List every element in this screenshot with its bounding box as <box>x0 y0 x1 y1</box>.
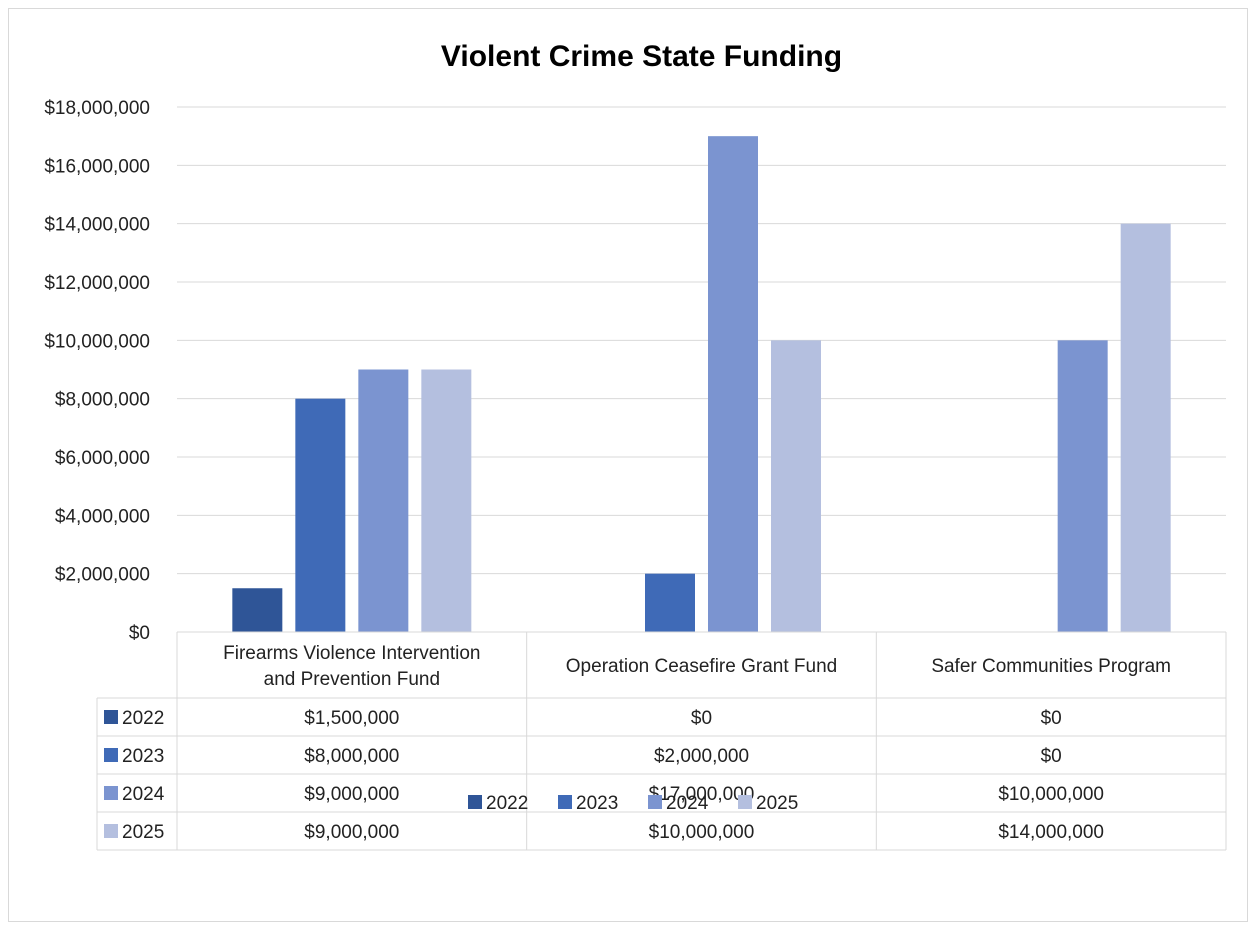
table-series-label: 2022 <box>122 708 164 729</box>
category-label: and Prevention Fund <box>264 669 440 690</box>
y-tick-label: $6,000,000 <box>55 448 150 469</box>
y-tick-label: $10,000,000 <box>44 331 150 352</box>
data-label: $0 <box>1041 708 1062 729</box>
data-label: $9,000,000 <box>304 784 399 805</box>
table-series-label: 2023 <box>122 746 164 767</box>
bar-2025-cat1 <box>771 340 821 632</box>
bar-2025-cat2 <box>1120 223 1171 632</box>
data-label: $0 <box>1041 746 1062 767</box>
y-tick-label: $4,000,000 <box>55 506 150 527</box>
legend-label: 2024 <box>666 793 709 814</box>
data-label: $10,000,000 <box>649 822 755 843</box>
bar-2023-cat0 <box>295 398 346 632</box>
bar-2024-cat2 <box>1057 340 1108 632</box>
y-tick-label: $16,000,000 <box>44 156 150 177</box>
data-label: $9,000,000 <box>304 822 399 843</box>
y-tick-label: $12,000,000 <box>44 273 150 294</box>
data-label: $14,000,000 <box>998 822 1104 843</box>
table-legend-key-2025 <box>104 824 118 838</box>
data-label: $2,000,000 <box>654 746 749 767</box>
data-label: $1,500,000 <box>304 708 399 729</box>
y-tick-label: $2,000,000 <box>55 565 150 586</box>
legend-label: 2025 <box>756 793 798 814</box>
chart-border <box>8 8 1248 922</box>
category-label: Firearms Violence Intervention <box>223 643 480 664</box>
legend-label: 2023 <box>576 793 618 814</box>
bar-2023-cat1 <box>645 573 695 632</box>
y-tick-label: $18,000,000 <box>44 98 150 119</box>
category-label: Safer Communities Program <box>931 656 1171 677</box>
legend-key-2023 <box>558 795 572 809</box>
category-label: Operation Ceasefire Grant Fund <box>566 656 837 677</box>
bar-2024-cat0 <box>358 369 409 632</box>
y-tick-label: $0 <box>129 623 150 644</box>
data-label: $17,000,000 <box>649 784 755 805</box>
table-legend-key-2023 <box>104 748 118 762</box>
table-legend-key-2022 <box>104 710 118 724</box>
legend-key-2022 <box>468 795 482 809</box>
legend-label: 2022 <box>486 793 528 814</box>
legend-key-2024 <box>648 795 662 809</box>
data-label: $0 <box>691 708 712 729</box>
y-tick-label: $14,000,000 <box>44 215 150 236</box>
table-series-label: 2024 <box>122 784 165 805</box>
y-tick-label: $8,000,000 <box>55 390 150 411</box>
data-label: $8,000,000 <box>304 746 399 767</box>
table-legend-key-2024 <box>104 786 118 800</box>
data-label: $10,000,000 <box>998 784 1104 805</box>
bar-2025-cat0 <box>421 369 472 632</box>
bar-2024-cat1 <box>708 136 758 632</box>
chart-title: Violent Crime State Funding <box>441 40 842 73</box>
legend-key-2025 <box>738 795 752 809</box>
table-series-label: 2025 <box>122 822 164 843</box>
bar-2022-cat0 <box>232 588 283 632</box>
